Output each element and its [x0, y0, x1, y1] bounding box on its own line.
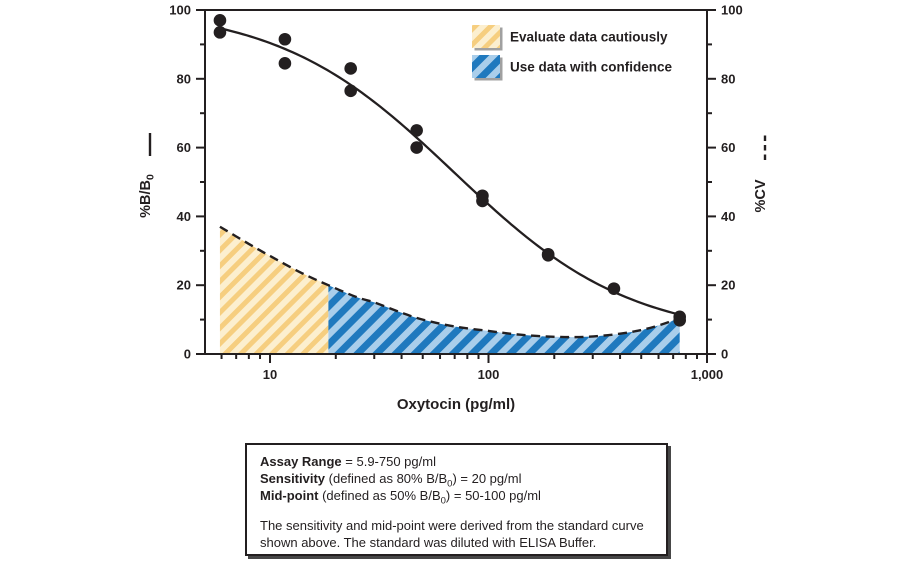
data-point: [278, 57, 292, 70]
legend-swatch-hatch-yellow-icon: [472, 25, 500, 48]
data-point: [607, 282, 621, 295]
mid-point-sub: 0: [440, 495, 446, 507]
sensitivity-value: ) = 20 pg/ml: [452, 471, 522, 486]
x-tick-label: 100: [478, 367, 500, 382]
y-right-tick-label: 60: [721, 140, 735, 155]
legend-label: Use data with confidence: [510, 60, 673, 75]
region-evaluate-cautiously: [219, 226, 329, 354]
assay-range-term: Assay Range: [260, 454, 342, 469]
y-left-tick-label: 40: [177, 209, 191, 224]
data-points: [213, 14, 687, 327]
y-right-tick-label: 0: [721, 347, 728, 362]
legend-label: Evaluate data cautiously: [510, 30, 668, 45]
derivation-note: The sensitivity and mid-point were deriv…: [260, 517, 653, 551]
data-point: [410, 141, 423, 154]
tick-labels: 10 100 1,000 0 20 40 60 80 100 0 20 40 60 80 100: [169, 3, 742, 383]
sensitivity-def: (defined as 80% B/B: [325, 471, 448, 486]
data-point: [344, 62, 357, 75]
data-point: [213, 26, 227, 39]
data-point: [476, 194, 489, 208]
sensitivity-sub: 0: [447, 478, 453, 490]
cv-dashed-curve: [219, 225, 681, 339]
region-use-with-confidence: [328, 285, 680, 354]
data-point: [673, 313, 687, 327]
data-point: [213, 14, 227, 27]
y-left-axis-title: %B/B0: [138, 174, 157, 218]
mid-point-value: ) = 50-100 pg/ml: [445, 488, 541, 503]
data-point: [344, 84, 357, 98]
y-right-axis-title: %CV: [753, 179, 769, 212]
data-point: [410, 124, 423, 137]
y-right-tick-label: 100: [721, 3, 743, 18]
sensitivity-line: Sensitivity (defined as 80% B/B0) = 20 p…: [260, 470, 653, 490]
derivation-note-line1: The sensitivity and mid-point were deriv…: [260, 518, 644, 533]
mid-point-line: Mid-point (defined as 50% B/B0) = 50-100…: [260, 487, 653, 507]
y-left-tick-label: 100: [169, 3, 191, 18]
y-left-tick-label: 20: [177, 278, 191, 293]
x-tick-label: 10: [263, 367, 277, 382]
x-axis-title: Oxytocin (pg/ml): [397, 396, 515, 413]
data-point: [278, 32, 292, 46]
mid-point-def: (defined as 50% B/B: [318, 488, 441, 503]
y-left-tick-label: 0: [184, 347, 191, 362]
axes: [196, 9, 716, 363]
data-point: [541, 248, 555, 262]
sensitivity-term: Sensitivity: [260, 471, 326, 486]
assay-range-line: Assay Range = 5.9-750 pg/ml: [260, 453, 653, 470]
y-left-tick-label: 60: [177, 140, 191, 155]
legend: Evaluate data cautiously Use data with co…: [472, 25, 673, 81]
standard-curve-line: [219, 27, 680, 316]
y-left-tick-label: 80: [177, 71, 191, 86]
derivation-note-line2: shown above. The standard was diluted wi…: [260, 535, 597, 550]
y-right-tick-label: 20: [721, 278, 735, 293]
assay-range-value: = 5.9-750 pg/ml: [341, 454, 436, 469]
x-tick-label: 1,000: [691, 367, 724, 382]
legend-swatch-hatch-blue-icon: [472, 55, 500, 78]
standard-curve-chart: 10 100 1,000 0 20 40 60 80 100 0 20 40 60 80 100 Evalua…: [138, 3, 769, 414]
assay-info-box: Assay Range = 5.9-750 pg/ml Sensitivity …: [245, 443, 668, 556]
y-right-tick-label: 40: [721, 209, 735, 224]
y-right-tick-label: 80: [721, 71, 735, 86]
mid-point-term: Mid-point: [260, 488, 319, 503]
